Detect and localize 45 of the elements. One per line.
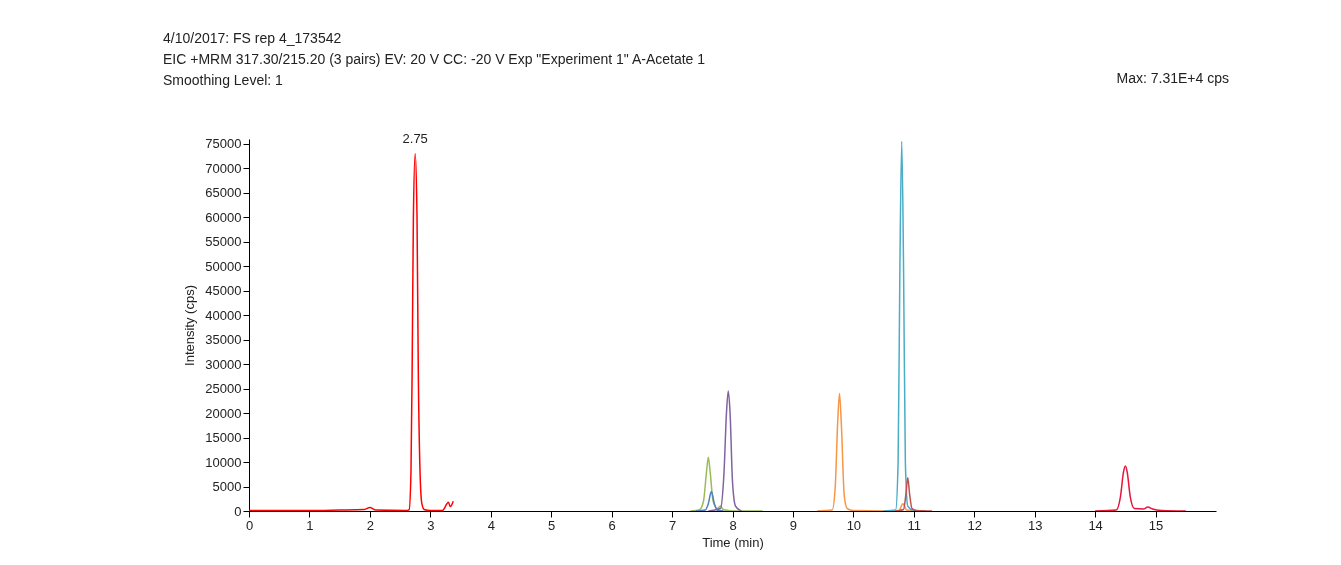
line-series (695, 490, 725, 511)
y-tick-label: 10000 (205, 454, 242, 470)
y-tick-label: 45000 (205, 283, 242, 299)
x-tick-label: 2 (366, 517, 374, 533)
line-series (707, 390, 743, 511)
x-tick-label: 14 (1088, 517, 1103, 533)
x-tick-label: 8 (729, 517, 737, 533)
y-axis-title: Intensity (cps) (182, 285, 198, 366)
x-tick-label: 3 (427, 517, 435, 533)
y-tick-label: 25000 (205, 381, 242, 397)
x-tick-label: 9 (789, 517, 798, 533)
y-tick-label: 40000 (205, 307, 242, 323)
annotation: 2.75 (402, 130, 428, 146)
chart-title: 4/10/2017: FS rep 4_173542 (163, 29, 343, 48)
y-tick-label: 0 (234, 503, 242, 519)
x-tick-label: 7 (668, 517, 677, 533)
y-tick-label: 35000 (205, 332, 242, 348)
y-tick-label: 75000 (205, 136, 242, 152)
y-tick-label: 65000 (205, 185, 242, 201)
line-series (249, 152, 455, 511)
y-tick-label: 20000 (205, 405, 242, 421)
x-tick-label: 1 (306, 517, 314, 533)
x-axis-title: Time (min) (702, 534, 764, 550)
x-tick-label: 10 (846, 517, 862, 533)
y-tick-label: 50000 (205, 258, 242, 274)
y-tick-label: 55000 (205, 234, 242, 250)
y-tick-label: 5000 (212, 479, 242, 495)
text: Max: 7.31E+4 cps (1116, 70, 1229, 86)
y-tick-label: 70000 (205, 160, 242, 176)
x-tick-label: 5 (548, 517, 556, 533)
x-tick-label: 12 (967, 517, 982, 533)
x-tick-label: 11 (907, 517, 922, 533)
line-series (894, 476, 933, 511)
x-tick-label: 15 (1148, 517, 1164, 533)
line-series (689, 456, 764, 511)
x-tick-label: 0 (245, 517, 254, 533)
line-series (1094, 465, 1187, 511)
x-tick-label: 4 (487, 517, 495, 533)
y-tick-label: 30000 (205, 356, 242, 372)
x-tick-label: 6 (608, 517, 616, 533)
chart-subtitle: EIC +MRM 317.30/215.20 (3 pairs) EV: 20 V CC: -20 V Exp "Experiment 1" A-Acetate 1 (163, 50, 706, 69)
y-tick-label: 15000 (205, 430, 242, 446)
x-tick-label: 13 (1027, 517, 1043, 533)
y-tick-label: 60000 (205, 209, 242, 225)
text: Smoothing Level: 1 (163, 71, 284, 90)
